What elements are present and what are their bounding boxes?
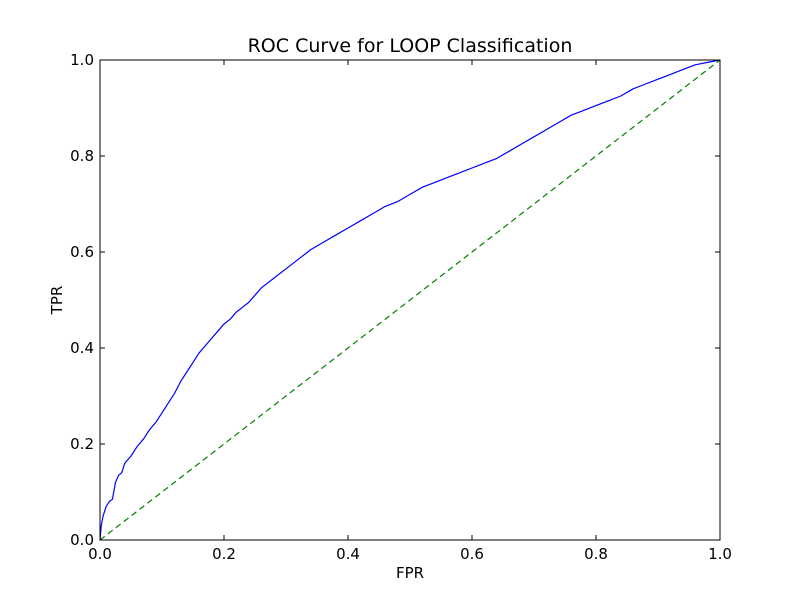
ticks-layer: 0.0 0.2 0.4 0.6 0.8 1.0 0.0 0.2 0.4 0.6 0.8 1.0 bbox=[70, 51, 732, 563]
x-tick-label: 0.4 bbox=[336, 545, 360, 563]
chance-diagonal-line bbox=[99, 59, 721, 541]
y-tick-label: 1.0 bbox=[70, 51, 94, 69]
lines-layer bbox=[99, 59, 721, 541]
y-tick-label: 0.4 bbox=[70, 339, 94, 357]
x-tick-label: 0.0 bbox=[88, 545, 112, 563]
plot-frame bbox=[99, 59, 721, 541]
y-tick-label: 0.6 bbox=[70, 243, 94, 261]
x-tick-label: 0.2 bbox=[212, 545, 236, 563]
x-tick-label: 1.0 bbox=[708, 545, 732, 563]
y-tick-label: 0.2 bbox=[70, 435, 94, 453]
chart-title: ROC Curve for LOOP Classification bbox=[248, 35, 573, 57]
x-tick-label: 0.6 bbox=[460, 545, 484, 563]
x-axis-title: FPR bbox=[396, 564, 424, 582]
y-axis-title: TPR bbox=[48, 286, 66, 316]
x-tick-label: 0.8 bbox=[584, 545, 608, 563]
y-tick-label: 0.0 bbox=[70, 531, 94, 549]
roc-curve-line bbox=[99, 59, 721, 541]
y-tick-label: 0.8 bbox=[70, 147, 94, 165]
